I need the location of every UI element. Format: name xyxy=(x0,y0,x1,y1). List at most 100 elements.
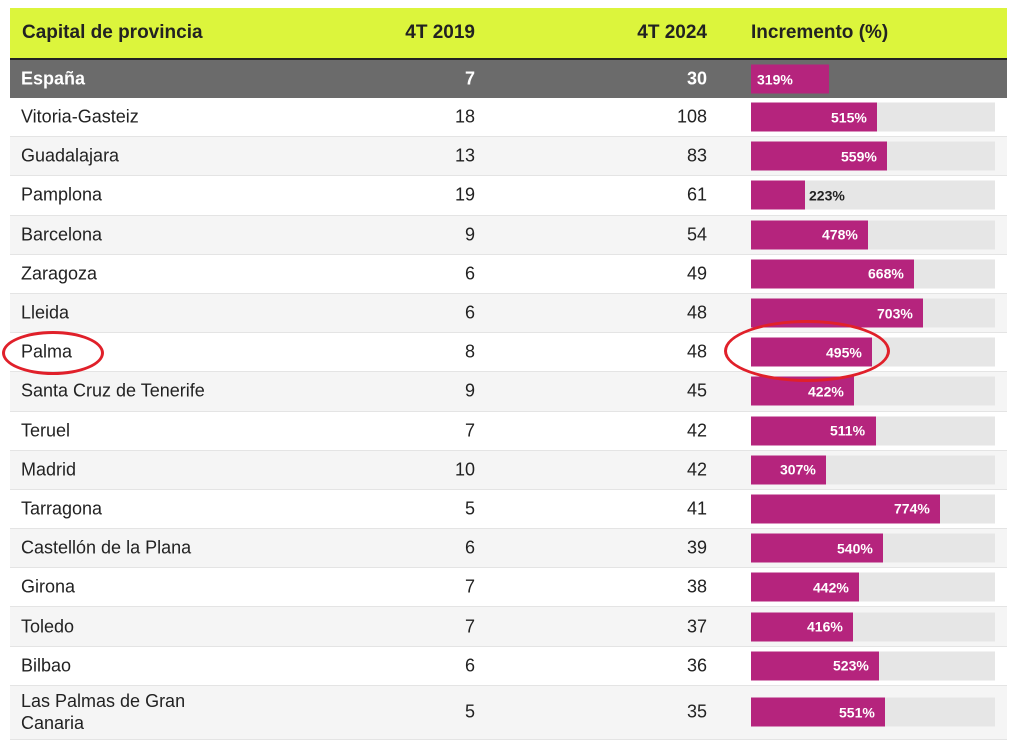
cell-capital: Palma xyxy=(21,341,73,362)
bar-track: 442% xyxy=(751,572,995,602)
increment-bar xyxy=(751,697,885,727)
increment-label: 478% xyxy=(822,226,858,243)
table-row: Toledo 7 37 416% xyxy=(10,607,1007,647)
cell-capital: Las Palmas de Gran Canaria xyxy=(21,691,186,734)
cell-2024: 30 xyxy=(686,68,707,89)
table-body: España 7 30 319% Vitoria-Gasteiz 18 108 515% Gua… xyxy=(10,60,1007,740)
cell-2019: 7 xyxy=(464,616,475,637)
cell-2024: 36 xyxy=(686,655,707,676)
increment-label: 307% xyxy=(780,461,816,478)
bar-track: 540% xyxy=(751,533,995,563)
cell-capital: Pamplona xyxy=(21,184,103,205)
cell-2019: 9 xyxy=(464,224,475,245)
cell-capital: Toledo xyxy=(21,616,75,637)
increment-label: 515% xyxy=(831,109,867,126)
bar-track: 416% xyxy=(751,612,995,642)
cell-2019: 5 xyxy=(464,498,475,519)
table-row: Palma 8 48 495% xyxy=(10,333,1007,373)
cell-2019: 8 xyxy=(464,341,475,362)
increment-label: 540% xyxy=(837,540,873,557)
increment-bar xyxy=(751,180,805,210)
increment-label: 551% xyxy=(839,704,875,721)
increment-label: 319% xyxy=(757,71,793,87)
cell-capital: Lleida xyxy=(21,302,70,323)
cell-2024: 45 xyxy=(686,380,707,401)
bar-track: 478% xyxy=(751,220,995,250)
bar-track: 559% xyxy=(751,141,995,171)
cell-capital: Guadalajara xyxy=(21,145,120,166)
table-row: Zaragoza 6 49 668% xyxy=(10,255,1007,294)
bar-track: 307% xyxy=(751,455,995,485)
cell-2024: 35 xyxy=(686,701,707,722)
header-2024: 4T 2024 xyxy=(637,22,707,43)
cell-2019: 6 xyxy=(464,537,475,558)
cell-capital: Girona xyxy=(21,576,76,597)
table-row: Castellón de la Plana 6 39 540% xyxy=(10,529,1007,569)
table-row: Madrid 10 42 307% xyxy=(10,450,1007,490)
cell-2019: 9 xyxy=(464,380,475,401)
cell-capital: Castellón de la Plana xyxy=(21,537,192,558)
table-row: Bilbao 6 36 523% xyxy=(10,647,1007,686)
cell-2024: 42 xyxy=(686,459,707,480)
cell-2024: 54 xyxy=(686,224,707,245)
cell-capital: Bilbao xyxy=(21,655,72,676)
cell-capital: Barcelona xyxy=(21,224,103,245)
cell-capital: Zaragoza xyxy=(21,263,98,284)
cell-2019: 6 xyxy=(464,263,475,284)
increment-bar xyxy=(751,612,853,642)
cell-2019: 7 xyxy=(464,68,475,89)
increment-label: 442% xyxy=(813,579,849,596)
bar-track: 223% xyxy=(751,180,995,210)
increment-bar xyxy=(751,64,829,94)
header-capital: Capital de provincia xyxy=(22,22,203,43)
cell-capital: Teruel xyxy=(21,420,71,441)
bar-track: 703% xyxy=(751,298,995,328)
cell-2024: 38 xyxy=(686,576,707,597)
header-increment: Incremento (%) xyxy=(751,22,889,43)
increment-label: 495% xyxy=(826,344,862,361)
cell-2024: 42 xyxy=(686,420,707,441)
table-row: Barcelona 9 54 478% xyxy=(10,215,1007,255)
increment-bar xyxy=(751,455,826,485)
increment-label: 511% xyxy=(830,422,866,439)
increment-bar xyxy=(751,337,872,367)
table-row: Pamplona 19 61 223% xyxy=(10,176,1007,216)
increment-label: 422% xyxy=(808,383,844,400)
increment-bar xyxy=(751,572,859,602)
increment-bar xyxy=(751,259,914,289)
bar-track: 668% xyxy=(751,259,995,289)
table-row: Vitoria-Gasteiz 18 108 515% xyxy=(10,98,1007,138)
increment-label: 774% xyxy=(894,500,930,517)
cell-2019: 19 xyxy=(454,184,475,205)
total-row: España 7 30 319% xyxy=(10,60,1007,98)
cell-2024: 61 xyxy=(686,184,707,205)
increment-bar xyxy=(751,651,879,681)
increment-bar xyxy=(751,376,854,406)
increment-label: 703% xyxy=(877,305,913,322)
cell-capital: Santa Cruz de Tenerife xyxy=(21,380,205,401)
bar-track: 511% xyxy=(751,416,995,446)
increment-label: 416% xyxy=(807,618,843,635)
cell-capital: España xyxy=(21,68,86,89)
cell-2019: 7 xyxy=(464,420,475,441)
table-row: Lleida 6 48 703% xyxy=(10,293,1007,334)
increment-bar xyxy=(751,533,883,563)
table-row: Santa Cruz de Tenerife 9 45 422% xyxy=(10,372,1007,412)
cell-capital: Vitoria-Gasteiz xyxy=(21,106,139,127)
cell-capital: Tarragona xyxy=(21,498,103,519)
cell-2024: 83 xyxy=(686,145,707,166)
bar-track: 515% xyxy=(751,102,995,132)
increment-label: 523% xyxy=(833,657,869,674)
cell-2019: 6 xyxy=(464,302,475,323)
cell-capital: Madrid xyxy=(21,459,77,480)
increment-label: 668% xyxy=(868,265,904,282)
increment-label: 223% xyxy=(809,187,845,204)
cell-2024: 41 xyxy=(686,498,707,519)
bar-track: 774% xyxy=(751,494,995,524)
header-2019: 4T 2019 xyxy=(405,22,475,43)
increment-label: 559% xyxy=(841,148,877,165)
increment-bar xyxy=(751,494,940,524)
cell-2019: 18 xyxy=(454,106,475,127)
bar-track: 422% xyxy=(751,376,995,406)
bar-track: 551% xyxy=(751,697,995,727)
